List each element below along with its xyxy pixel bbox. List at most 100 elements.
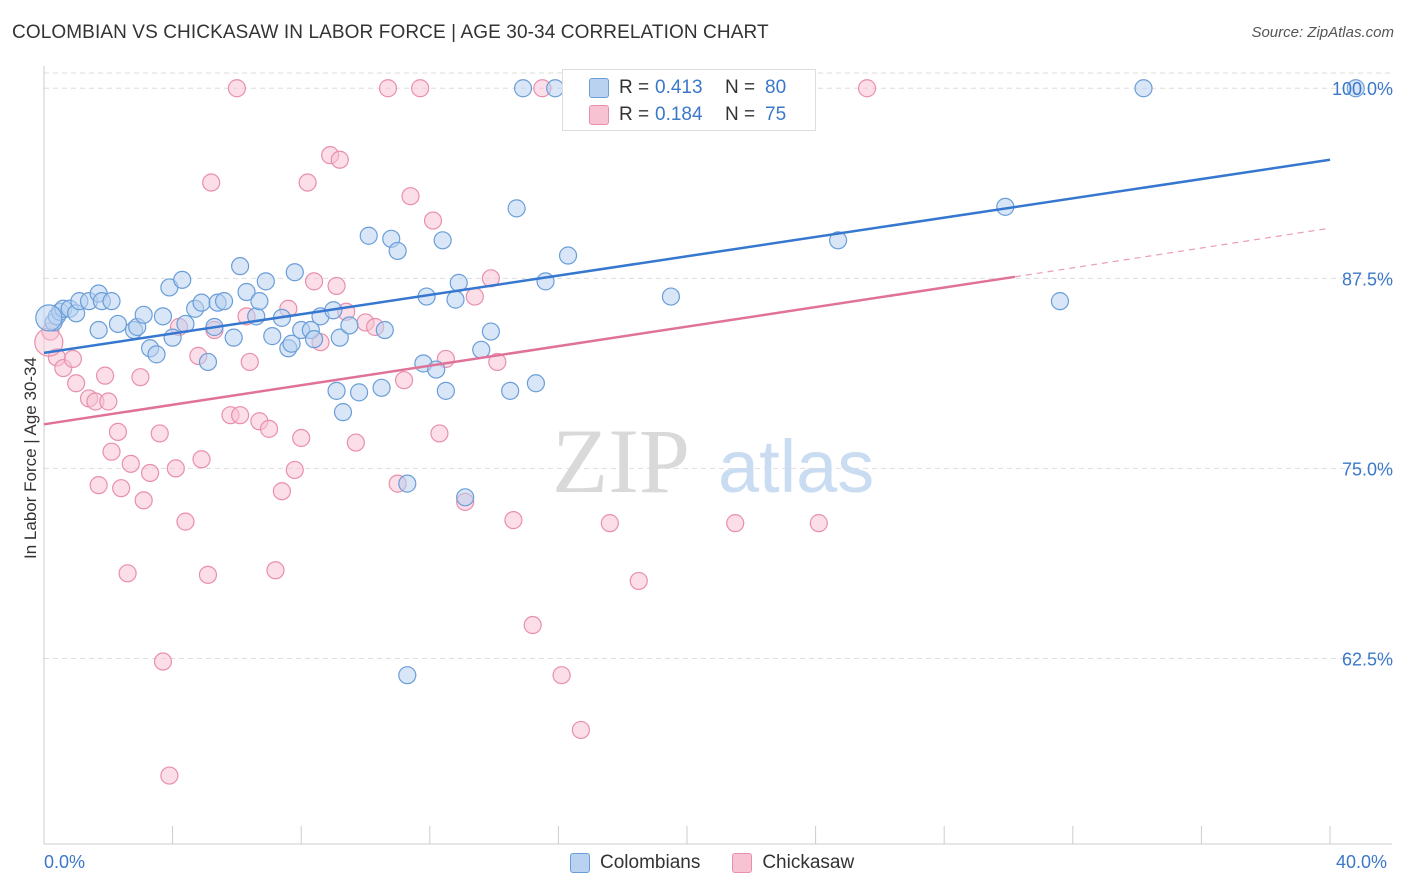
point-colombians (433, 231, 452, 250)
stats-r-value: 0.413 (655, 77, 703, 98)
y-tick-label: 87.5% (1342, 269, 1393, 289)
point-chickasaw (131, 368, 150, 387)
point-colombians (282, 334, 301, 353)
point-chickasaw (153, 652, 173, 671)
point-chickasaw (198, 565, 218, 584)
point-colombians (192, 293, 211, 312)
y-axis-label: In Labor Force | Age 30-34 (21, 357, 40, 559)
stats-r-label: R = (619, 104, 650, 125)
point-colombians (237, 282, 256, 302)
stats-n-label: N = (725, 104, 756, 125)
point-colombians (436, 381, 455, 400)
point-colombians (661, 287, 681, 306)
point-chickasaw (571, 720, 591, 740)
stats-n-value: 75 (765, 104, 787, 125)
point-colombians (102, 292, 121, 311)
point-chickasaw (108, 422, 128, 442)
point-colombians (108, 314, 128, 334)
point-colombians (388, 241, 407, 261)
watermark: ZIP atlas (552, 410, 874, 512)
point-colombians (304, 330, 324, 349)
x-tick-label-min: 0.0% (44, 852, 86, 872)
point-colombians (349, 383, 369, 402)
point-colombians (147, 345, 166, 364)
legend-swatch-colombians (589, 78, 609, 98)
point-chickasaw (121, 454, 140, 473)
point-chickasaw (411, 79, 430, 98)
point-chickasaw (102, 442, 121, 461)
point-colombians (263, 327, 282, 346)
point-chickasaw (266, 561, 285, 580)
point-chickasaw (327, 276, 346, 296)
point-chickasaw (202, 173, 221, 192)
x-tick-label-max: 40.0% (1336, 852, 1388, 872)
point-chickasaw (726, 514, 745, 533)
axes (43, 66, 1392, 845)
legend-item-chickasaw: Chickasaw (732, 852, 854, 874)
point-chickasaw (240, 352, 259, 372)
point-chickasaw (112, 479, 131, 498)
stats-r-value: 0.184 (655, 104, 703, 125)
point-colombians (829, 231, 848, 250)
point-colombians (231, 257, 250, 276)
point-chickasaw (95, 366, 115, 385)
y-tick-label: 75.0% (1342, 459, 1393, 479)
point-chickasaw (298, 173, 317, 192)
point-colombians (558, 246, 578, 265)
point-chickasaw (600, 514, 619, 533)
point-chickasaw (423, 211, 443, 230)
point-colombians (398, 474, 417, 493)
point-colombians (330, 328, 349, 347)
point-colombians (507, 199, 526, 218)
point-chickasaw (89, 476, 108, 495)
point-chickasaw (430, 424, 449, 443)
point-colombians (285, 263, 304, 282)
point-chickasaw (259, 419, 279, 438)
point-chickasaw (809, 514, 828, 533)
point-chickasaw (629, 571, 648, 591)
point-chickasaw (176, 512, 195, 531)
y-tick-label: 62.5% (1342, 649, 1393, 669)
trend-line-chickasaw-extension (1014, 227, 1331, 278)
point-colombians (134, 305, 153, 324)
legend-swatch-chickasaw (732, 853, 753, 873)
legend-label-chickasaw: Chickasaw (762, 852, 855, 873)
point-colombians (327, 381, 346, 400)
point-colombians (359, 226, 378, 245)
chart-title: COLOMBIAN VS CHICKASAW IN LABOR FORCE | … (12, 22, 769, 43)
point-colombians (198, 352, 218, 372)
stats-legend: R = 0.413 N = 80 R = 0.184 N = 75 (562, 69, 816, 131)
point-colombians (256, 272, 275, 291)
point-chickasaw (465, 287, 484, 306)
point-chickasaw (378, 79, 398, 98)
point-chickasaw (346, 433, 365, 452)
bottom-legend: Colombians Chickasaw (570, 852, 886, 874)
point-chickasaw (857, 79, 877, 98)
point-chickasaw (285, 460, 304, 480)
point-chickasaw (67, 374, 86, 393)
point-colombians (1050, 292, 1070, 311)
stats-n-label: N = (725, 77, 756, 98)
legend-swatch-chickasaw (589, 105, 609, 125)
point-colombians (446, 290, 465, 309)
stats-n-value: 80 (765, 77, 787, 98)
point-chickasaw (292, 428, 311, 448)
point-chickasaw (118, 564, 137, 583)
point-colombians (501, 381, 520, 400)
point-colombians (214, 292, 234, 311)
point-chickasaw (272, 482, 292, 501)
point-chickasaw (134, 491, 153, 510)
stats-r-label: R = (619, 77, 650, 98)
point-colombians (398, 666, 417, 685)
point-chickasaw (192, 450, 211, 469)
point-colombians (153, 307, 173, 326)
point-colombians (1346, 79, 1365, 98)
point-chickasaw (504, 511, 523, 530)
point-chickasaw (231, 406, 250, 425)
point-chickasaw (401, 187, 420, 206)
point-chickasaw (552, 666, 571, 685)
point-chickasaw (63, 349, 83, 369)
point-colombians (456, 488, 475, 507)
legend-item-colombians: Colombians (570, 852, 700, 874)
point-chickasaw (523, 615, 542, 635)
